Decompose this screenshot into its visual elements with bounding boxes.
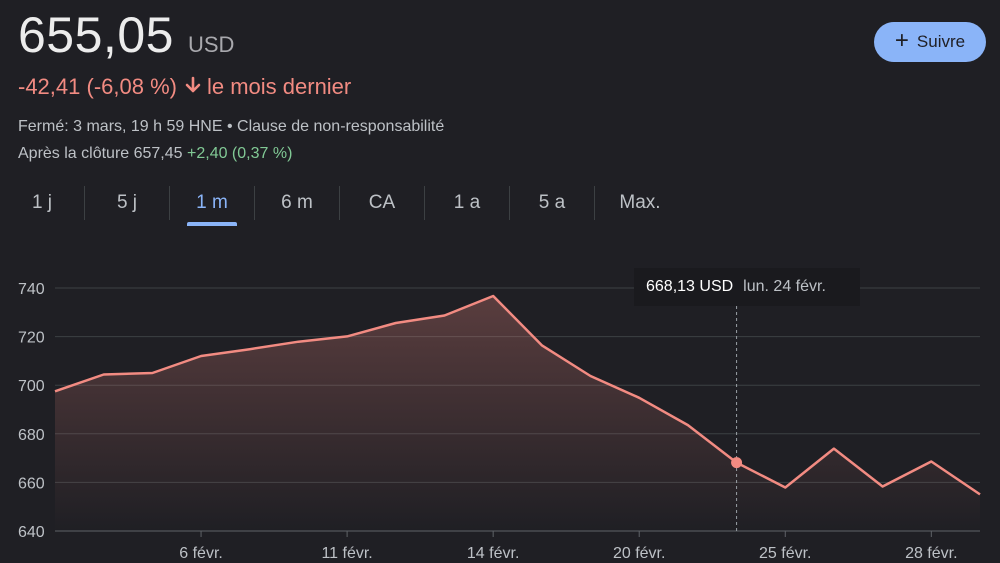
tab-5d[interactable]: 5 j [84, 186, 169, 220]
arrow-down-icon [185, 74, 201, 100]
price-header: 655,05 USD [18, 6, 234, 64]
x-tick-label: 14 févr. [467, 545, 519, 562]
after-hours-change: +2,40 (0,37 %) [187, 145, 293, 162]
price-area [55, 296, 980, 531]
tab-max[interactable]: Max. [594, 186, 685, 220]
x-tick-label: 25 févr. [759, 545, 811, 562]
plus-icon: + [894, 27, 909, 54]
tab-1m[interactable]: 1 m [169, 186, 254, 220]
price-change: -42,41 (-6,08 %) le mois dernier [18, 74, 351, 100]
y-tick-label: 640 [18, 524, 45, 541]
y-tick-label: 700 [18, 378, 45, 395]
price-tooltip: 668,13 USD lun. 24 févr. [634, 268, 860, 306]
y-tick-label: 740 [18, 281, 45, 298]
y-tick-label: 680 [18, 427, 45, 444]
currency-label: USD [187, 32, 235, 57]
change-value: -42,41 (-6,08 %) [18, 74, 177, 99]
after-hours-label: Après la clôture 657,45 [18, 145, 183, 162]
tooltip-date: lun. 24 févr. [743, 278, 826, 295]
x-tick-label: 11 févr. [321, 545, 372, 562]
after-hours-info: Après la clôture 657,45 +2,40 (0,37 %) [18, 145, 292, 163]
price-line [54, 294, 981, 496]
follow-label: Suivre [916, 32, 966, 51]
x-tick-label: 28 févr. [905, 545, 957, 562]
closed-info: Fermé: 3 mars, 19 h 59 HNE • Clause de n… [18, 118, 445, 135]
tooltip-value: 668,13 USD [646, 278, 734, 295]
tab-ytd[interactable]: CA [339, 186, 424, 220]
x-tick-label: 20 févr. [613, 545, 665, 562]
tab-5y[interactable]: 5 a [509, 186, 594, 220]
hover-point [731, 457, 743, 469]
y-tick-label: 660 [18, 475, 45, 492]
tab-1d[interactable]: 1 j [31, 192, 53, 213]
range-tabs: 1 j 5 j 1 m 6 m CA 1 a 5 a Max. [0, 186, 685, 220]
tab-1y[interactable]: 1 a [424, 186, 509, 220]
y-tick-label: 720 [18, 330, 45, 347]
x-tick-label: 6 févr. [179, 545, 223, 562]
change-period: le mois dernier [206, 74, 352, 99]
current-price: 655,05 [18, 7, 174, 63]
tab-6m[interactable]: 6 m [254, 186, 339, 220]
follow-button[interactable]: + Suivre [874, 22, 986, 62]
